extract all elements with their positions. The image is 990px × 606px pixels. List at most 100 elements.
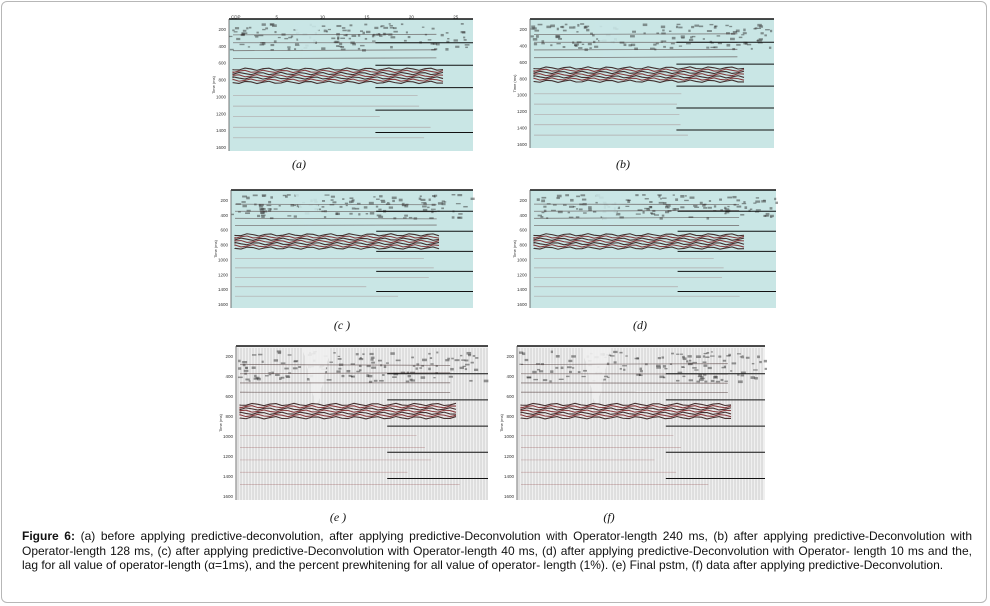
- noise-speckle: [454, 359, 460, 362]
- noise-speckle: [650, 212, 656, 215]
- noise-speckle: [703, 352, 708, 355]
- noise-speckle: [248, 380, 251, 382]
- y-axis-title: Time (ms): [499, 413, 504, 432]
- noise-speckle: [687, 355, 692, 358]
- noise-speckle: [400, 23, 404, 26]
- reflector-band: [234, 233, 440, 237]
- noise-speckle: [435, 42, 440, 46]
- noise-speckle: [238, 367, 242, 370]
- reflector-band: [520, 409, 732, 413]
- y-tick-label: 200: [506, 354, 514, 359]
- noise-speckle: [657, 357, 661, 360]
- y-tick-label: 400: [506, 374, 514, 379]
- noise-speckle: [530, 35, 534, 38]
- noise-speckle: [370, 356, 375, 359]
- noise-speckle: [238, 211, 241, 213]
- noise-speckle: [757, 41, 763, 44]
- noise-speckle: [741, 202, 747, 205]
- noise-speckle: [755, 209, 761, 211]
- noise-speckle: [427, 39, 432, 41]
- noise-speckle: [255, 36, 259, 38]
- noise-speckle: [663, 376, 666, 379]
- noise-speckle: [698, 378, 704, 381]
- noise-speckle: [754, 377, 758, 380]
- noise-speckle: [349, 24, 353, 27]
- y-tick-label: 800: [519, 243, 527, 248]
- noise-speckle: [418, 197, 422, 200]
- noise-speckle: [335, 212, 339, 216]
- noise-speckle: [759, 25, 764, 28]
- noise-speckle: [702, 38, 705, 40]
- noise-speckle: [285, 375, 290, 378]
- noise-speckle: [619, 368, 622, 370]
- reflector-band: [239, 409, 457, 413]
- noise-speckle: [292, 367, 298, 370]
- noise-speckle: [538, 370, 544, 373]
- noise-speckle: [648, 205, 653, 208]
- noise-speckle: [357, 34, 361, 37]
- noise-speckle: [755, 197, 760, 199]
- noise-speckle: [698, 25, 704, 28]
- noise-speckle: [616, 206, 621, 210]
- noise-speckle: [273, 40, 277, 43]
- noise-speckle: [727, 205, 730, 208]
- x-tick-label: 10: [320, 15, 326, 20]
- noise-speckle: [258, 205, 263, 208]
- noise-speckle: [542, 379, 548, 382]
- seismic-section-e: 200 400 600 800 1000 1200 1400 1600 Time (ms): [218, 345, 489, 500]
- noise-speckle: [338, 367, 342, 370]
- noise-speckle: [242, 360, 248, 364]
- noise-speckle: [583, 212, 587, 214]
- noise-speckle: [627, 200, 631, 203]
- noise-speckle: [463, 39, 467, 41]
- noise-speckle: [671, 36, 676, 40]
- noise-speckle: [367, 374, 373, 378]
- noise-speckle: [245, 378, 250, 381]
- noise-speckle: [233, 31, 238, 33]
- noise-speckle: [663, 45, 666, 48]
- noise-speckle: [643, 32, 646, 35]
- noise-speckle: [722, 359, 727, 362]
- noise-speckle: [713, 205, 717, 208]
- y-tick-label: 800: [225, 414, 233, 419]
- noise-speckle: [587, 42, 592, 46]
- noise-speckle: [258, 353, 263, 356]
- noise-speckle: [630, 35, 635, 38]
- noise-speckle: [658, 201, 664, 204]
- noise-speckle: [550, 44, 553, 47]
- noise-speckle: [404, 214, 408, 217]
- noise-speckle: [262, 28, 266, 31]
- noise-speckle: [378, 215, 384, 218]
- noise-speckle: [405, 380, 410, 383]
- noise-speckle: [381, 200, 386, 203]
- noise-speckle: [347, 29, 351, 32]
- noise-speckle: [571, 367, 575, 369]
- noise-speckle: [242, 29, 247, 32]
- noise-speckle: [430, 363, 434, 365]
- noise-speckle: [686, 360, 689, 363]
- reflector-band: [520, 407, 732, 411]
- y-tick-label: 1600: [517, 142, 528, 147]
- panel-label-b: (b): [616, 157, 630, 171]
- noise-speckle: [650, 212, 653, 214]
- noise-speckle: [736, 353, 741, 355]
- noise-speckle: [323, 216, 327, 219]
- noise-speckle: [619, 351, 623, 354]
- noise-speckle: [458, 213, 463, 215]
- noise-speckle: [432, 42, 437, 45]
- noise-speckle: [362, 353, 365, 356]
- noise-speckle: [472, 355, 476, 357]
- noise-speckle: [410, 379, 416, 382]
- y-tick-label: 1600: [517, 302, 528, 307]
- noise-speckle: [287, 354, 292, 356]
- noise-speckle: [380, 199, 385, 202]
- noise-speckle: [713, 46, 718, 49]
- reflector-band: [533, 244, 745, 248]
- noise-speckle: [368, 380, 373, 384]
- noise-speckle: [727, 196, 733, 199]
- noise-speckle: [744, 206, 748, 209]
- noise-speckle: [429, 357, 433, 360]
- notch-gap: [302, 348, 331, 411]
- reflector-band: [234, 237, 440, 242]
- noise-speckle: [678, 45, 683, 47]
